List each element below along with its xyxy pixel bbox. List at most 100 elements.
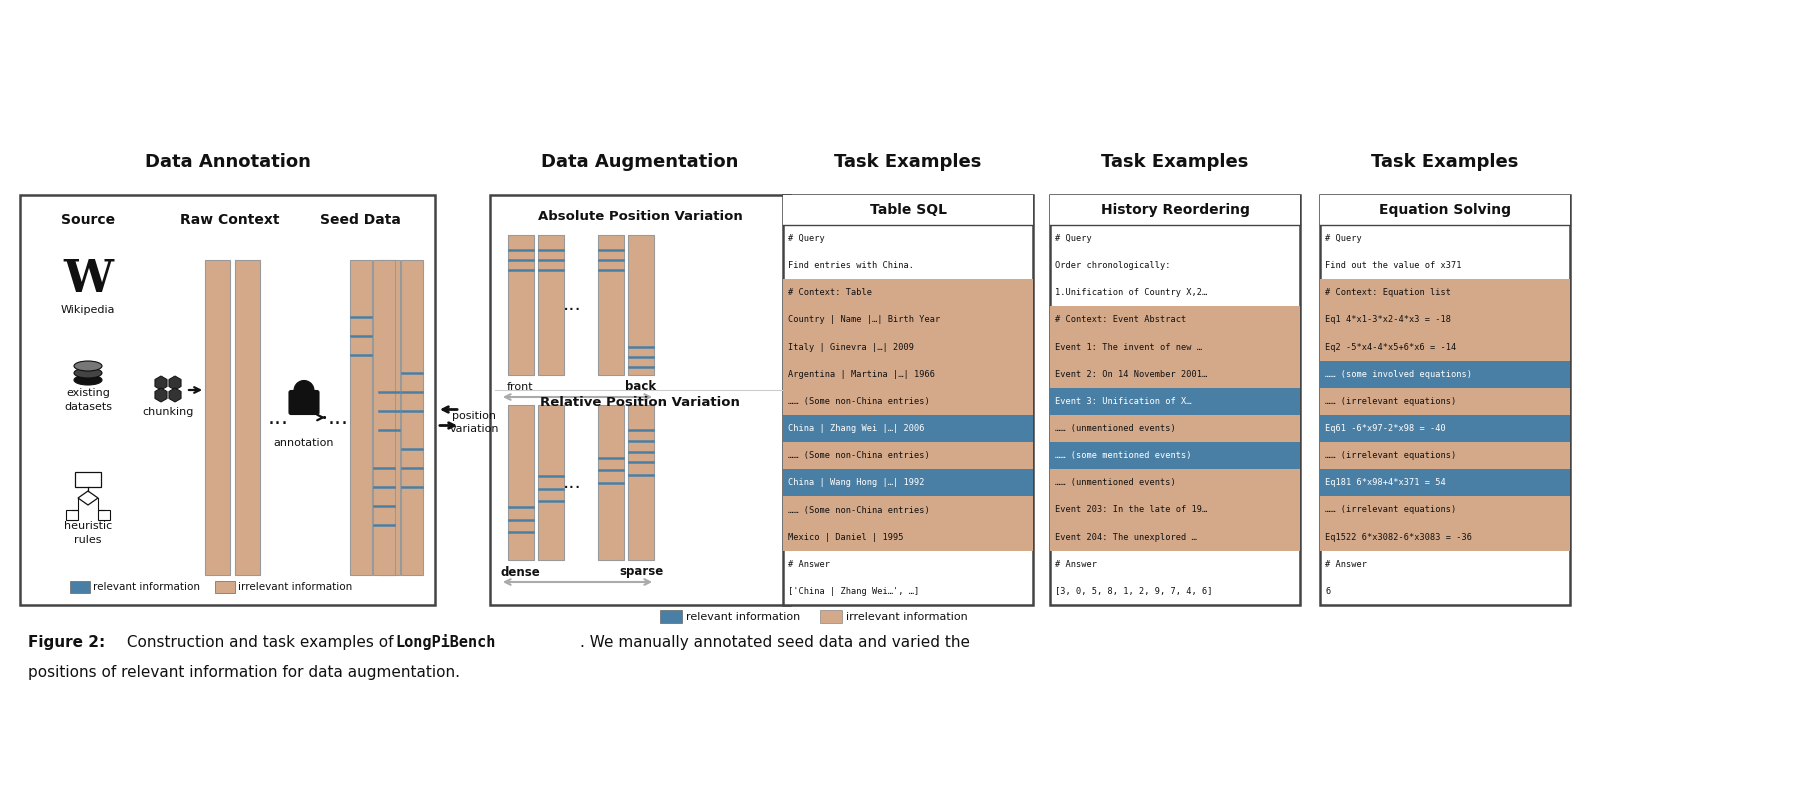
Text: Argentina | Martina |…| 1966: Argentina | Martina |…| 1966	[787, 370, 935, 378]
Text: …… (unmentioned events): …… (unmentioned events)	[1054, 479, 1175, 487]
Text: Task Examples: Task Examples	[834, 153, 982, 171]
Bar	[67, 510, 77, 520]
Bar	[784, 442, 1033, 469]
Bar	[784, 496, 1033, 524]
Text: irrelevant information: irrelevant information	[845, 612, 968, 622]
Bar	[784, 361, 1033, 388]
Bar	[820, 610, 842, 623]
Text: Equation Solving: Equation Solving	[1379, 203, 1512, 217]
Text: Data Augmentation: Data Augmentation	[541, 153, 739, 171]
Text: annotation: annotation	[274, 438, 333, 447]
Bar	[1051, 388, 1299, 415]
Text: front: front	[506, 382, 533, 392]
Bar	[629, 405, 654, 560]
Text: Italy | Ginevra |…| 2009: Italy | Ginevra |…| 2009	[787, 343, 914, 352]
Text: Find entries with China.: Find entries with China.	[787, 261, 914, 270]
Text: Task Examples: Task Examples	[1371, 153, 1519, 171]
Text: relevant information: relevant information	[94, 582, 200, 592]
Bar	[1321, 361, 1570, 388]
Text: Wikipedia: Wikipedia	[61, 305, 115, 315]
Text: Eq1 4*x1-3*x2-4*x3 = -18: Eq1 4*x1-3*x2-4*x3 = -18	[1324, 315, 1451, 325]
Text: History Reordering: History Reordering	[1101, 203, 1249, 217]
Bar	[1321, 307, 1570, 333]
Bar	[490, 195, 789, 605]
Text: Eq61 -6*x97-2*x98 = -40: Eq61 -6*x97-2*x98 = -40	[1324, 424, 1445, 433]
Text: …… (irrelevant equations): …… (irrelevant equations)	[1324, 506, 1456, 514]
Text: …… (some involved equations): …… (some involved equations)	[1324, 370, 1472, 378]
Text: chunking: chunking	[142, 407, 193, 417]
Bar	[1051, 496, 1299, 524]
Bar	[1051, 361, 1299, 388]
Text: Raw Context: Raw Context	[180, 213, 279, 227]
Text: …… (Some non-China entries): …… (Some non-China entries)	[787, 451, 930, 461]
Bar	[97, 510, 110, 520]
Text: Country | Name |…| Birth Year: Country | Name |…| Birth Year	[787, 315, 941, 325]
Bar	[1321, 496, 1570, 524]
Bar	[784, 333, 1033, 361]
Text: …… (irrelevant equations): …… (irrelevant equations)	[1324, 397, 1456, 406]
Polygon shape	[77, 491, 97, 505]
Text: Find out the value of x371: Find out the value of x371	[1324, 261, 1461, 270]
Bar	[20, 195, 434, 605]
Text: China | Zhang Wei |…| 2006: China | Zhang Wei |…| 2006	[787, 424, 924, 433]
Bar	[784, 195, 1033, 605]
Text: position
variation: position variation	[449, 411, 499, 434]
Bar	[205, 260, 231, 575]
Text: # Answer: # Answer	[1054, 560, 1097, 569]
Bar	[1321, 280, 1570, 307]
Text: Seed Data: Seed Data	[319, 213, 400, 227]
Text: China | Wang Hong |…| 1992: China | Wang Hong |…| 1992	[787, 479, 924, 487]
Bar	[784, 415, 1033, 442]
Text: Event 2: On 14 November 2001…: Event 2: On 14 November 2001…	[1054, 370, 1207, 378]
Bar	[508, 235, 533, 375]
Bar	[784, 307, 1033, 333]
Bar	[350, 260, 371, 575]
FancyBboxPatch shape	[288, 390, 319, 415]
Text: …… (irrelevant equations): …… (irrelevant equations)	[1324, 451, 1456, 461]
Text: # Context: Equation list: # Context: Equation list	[1324, 288, 1451, 297]
Text: …… (Some non-China entries): …… (Some non-China entries)	[787, 506, 930, 514]
Bar	[784, 469, 1033, 496]
Text: # Query: # Query	[787, 234, 825, 243]
Ellipse shape	[74, 375, 103, 385]
Bar	[1051, 307, 1299, 333]
Text: # Answer: # Answer	[1324, 560, 1368, 569]
Ellipse shape	[74, 361, 103, 371]
Bar	[76, 472, 101, 487]
Text: Task Examples: Task Examples	[1101, 153, 1249, 171]
Bar	[1051, 333, 1299, 361]
Bar	[784, 524, 1033, 551]
Text: Mexico | Daniel | 1995: Mexico | Daniel | 1995	[787, 532, 903, 542]
Text: Construction and task examples of: Construction and task examples of	[123, 634, 398, 649]
Bar	[1321, 195, 1570, 225]
Bar	[234, 260, 259, 575]
Text: Event 204: The unexplored …: Event 204: The unexplored …	[1054, 532, 1197, 542]
Bar	[1321, 469, 1570, 496]
Text: ...: ...	[267, 408, 288, 427]
Text: …… (some mentioned events): …… (some mentioned events)	[1054, 451, 1191, 461]
Bar	[1051, 469, 1299, 496]
Text: Eq181 6*x98+4*x371 = 54: Eq181 6*x98+4*x371 = 54	[1324, 479, 1445, 487]
Bar	[1321, 524, 1570, 551]
Text: [3, 0, 5, 8, 1, 2, 9, 7, 4, 6]: [3, 0, 5, 8, 1, 2, 9, 7, 4, 6]	[1054, 587, 1213, 596]
Text: W: W	[63, 258, 114, 302]
Bar	[598, 405, 623, 560]
Bar	[214, 581, 234, 593]
Text: …… (Some non-China entries): …… (Some non-China entries)	[787, 397, 930, 406]
Ellipse shape	[74, 368, 103, 378]
Bar	[1051, 195, 1299, 225]
Text: # Query: # Query	[1324, 234, 1362, 243]
Text: ...: ...	[328, 408, 348, 427]
Text: relevant information: relevant information	[687, 612, 800, 622]
Text: existing
datasets: existing datasets	[65, 389, 112, 412]
Bar	[1321, 195, 1570, 605]
Text: Order chronologically:: Order chronologically:	[1054, 261, 1171, 270]
Bar	[70, 581, 90, 593]
Text: # Context: Table: # Context: Table	[787, 288, 872, 297]
Bar	[1051, 415, 1299, 442]
Bar	[784, 195, 1033, 225]
Text: # Context: Event Abstract: # Context: Event Abstract	[1054, 315, 1186, 325]
Text: …… (unmentioned events): …… (unmentioned events)	[1054, 424, 1175, 433]
Bar	[1051, 524, 1299, 551]
Bar	[598, 235, 623, 375]
